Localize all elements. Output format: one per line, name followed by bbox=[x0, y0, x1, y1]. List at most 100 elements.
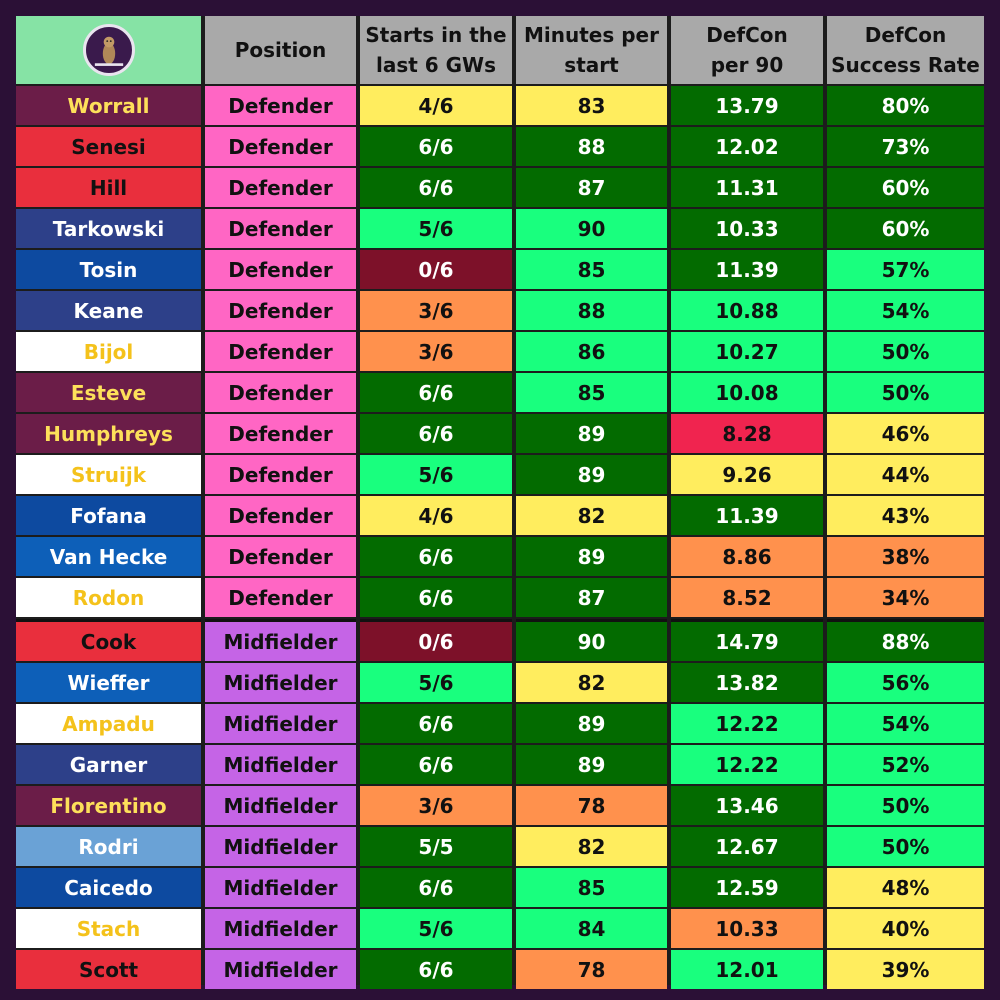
defcon-per-90-cell: 11.31 bbox=[671, 168, 823, 207]
success-rate-cell: 54% bbox=[827, 291, 984, 330]
success-rate-cell: 34% bbox=[827, 578, 984, 617]
success-rate-cell: 50% bbox=[827, 827, 984, 866]
position-cell: Defender bbox=[205, 86, 356, 125]
player-cell: Florentino bbox=[16, 786, 201, 825]
success-rate-cell: 40% bbox=[827, 909, 984, 948]
player-cell: Caicedo bbox=[16, 868, 201, 907]
success-rate-cell: 60% bbox=[827, 168, 984, 207]
success-rate-cell: 50% bbox=[827, 786, 984, 825]
starts-cell: 0/6 bbox=[360, 250, 512, 289]
success-rate-cell: 60% bbox=[827, 209, 984, 248]
success-rate-cell: 80% bbox=[827, 86, 984, 125]
minutes-cell: 82 bbox=[516, 827, 667, 866]
position-cell: Defender bbox=[205, 250, 356, 289]
starts-cell: 6/6 bbox=[360, 745, 512, 784]
starts-cell: 6/6 bbox=[360, 373, 512, 412]
starts-cell: 5/6 bbox=[360, 909, 512, 948]
defcon-per-90-cell: 9.26 bbox=[671, 455, 823, 494]
position-cell: Defender bbox=[205, 291, 356, 330]
position-cell: Defender bbox=[205, 537, 356, 576]
defcon-per-90-cell: 12.22 bbox=[671, 745, 823, 784]
starts-cell: 6/6 bbox=[360, 578, 512, 617]
header-starts: Starts in the last 6 GWs bbox=[360, 16, 512, 84]
starts-cell: 3/6 bbox=[360, 332, 512, 371]
player-cell: Stach bbox=[16, 909, 201, 948]
position-cell: Midfielder bbox=[205, 745, 356, 784]
success-rate-cell: 56% bbox=[827, 663, 984, 702]
defcon-per-90-cell: 12.01 bbox=[671, 950, 823, 989]
position-cell: Midfielder bbox=[205, 868, 356, 907]
player-cell: Cook bbox=[16, 619, 201, 661]
player-cell: Tarkowski bbox=[16, 209, 201, 248]
position-cell: Midfielder bbox=[205, 704, 356, 743]
header-minutes: Minutes per start bbox=[516, 16, 667, 84]
position-cell: Midfielder bbox=[205, 663, 356, 702]
success-rate-cell: 52% bbox=[827, 745, 984, 784]
defcon-per-90-cell: 10.08 bbox=[671, 373, 823, 412]
position-cell: Midfielder bbox=[205, 909, 356, 948]
position-cell: Defender bbox=[205, 127, 356, 166]
minutes-cell: 90 bbox=[516, 209, 667, 248]
position-cell: Defender bbox=[205, 414, 356, 453]
logo-cell bbox=[16, 16, 201, 84]
header-defcon-per-90: DefCon per 90 bbox=[671, 16, 823, 84]
meerkat-icon bbox=[94, 36, 123, 66]
defcon-per-90-cell: 10.33 bbox=[671, 909, 823, 948]
header-success-rate: DefCon Success Rate bbox=[827, 16, 984, 84]
minutes-cell: 87 bbox=[516, 578, 667, 617]
minutes-cell: 82 bbox=[516, 663, 667, 702]
defcon-per-90-cell: 10.27 bbox=[671, 332, 823, 371]
minutes-cell: 90 bbox=[516, 619, 667, 661]
player-cell: Esteve bbox=[16, 373, 201, 412]
starts-cell: 5/6 bbox=[360, 663, 512, 702]
position-cell: Defender bbox=[205, 578, 356, 617]
success-rate-cell: 44% bbox=[827, 455, 984, 494]
defcon-per-90-cell: 13.82 bbox=[671, 663, 823, 702]
player-cell: Wieffer bbox=[16, 663, 201, 702]
starts-cell: 4/6 bbox=[360, 86, 512, 125]
starts-cell: 4/6 bbox=[360, 496, 512, 535]
defcon-per-90-cell: 10.33 bbox=[671, 209, 823, 248]
player-cell: Fofana bbox=[16, 496, 201, 535]
player-cell: Keane bbox=[16, 291, 201, 330]
position-cell: Midfielder bbox=[205, 786, 356, 825]
fpl-meerkat-logo bbox=[82, 24, 135, 76]
position-cell: Defender bbox=[205, 373, 356, 412]
player-cell: Scott bbox=[16, 950, 201, 989]
player-cell: Worrall bbox=[16, 86, 201, 125]
defcon-table: Position Starts in the last 6 GWs Minutes… bbox=[16, 16, 984, 989]
table-frame: Position Starts in the last 6 GWs Minutes… bbox=[16, 16, 984, 989]
success-rate-cell: 46% bbox=[827, 414, 984, 453]
minutes-cell: 83 bbox=[516, 86, 667, 125]
minutes-cell: 88 bbox=[516, 127, 667, 166]
minutes-cell: 89 bbox=[516, 537, 667, 576]
minutes-cell: 78 bbox=[516, 950, 667, 989]
minutes-cell: 85 bbox=[516, 373, 667, 412]
position-cell: Defender bbox=[205, 209, 356, 248]
defcon-per-90-cell: 13.79 bbox=[671, 86, 823, 125]
starts-cell: 3/6 bbox=[360, 291, 512, 330]
defcon-per-90-cell: 14.79 bbox=[671, 619, 823, 661]
starts-cell: 0/6 bbox=[360, 619, 512, 661]
starts-cell: 6/6 bbox=[360, 868, 512, 907]
defcon-per-90-cell: 12.59 bbox=[671, 868, 823, 907]
success-rate-cell: 48% bbox=[827, 868, 984, 907]
starts-cell: 6/6 bbox=[360, 168, 512, 207]
minutes-cell: 82 bbox=[516, 496, 667, 535]
defcon-per-90-cell: 8.28 bbox=[671, 414, 823, 453]
starts-cell: 5/5 bbox=[360, 827, 512, 866]
minutes-cell: 85 bbox=[516, 250, 667, 289]
minutes-cell: 89 bbox=[516, 704, 667, 743]
minutes-cell: 89 bbox=[516, 745, 667, 784]
success-rate-cell: 88% bbox=[827, 619, 984, 661]
starts-cell: 6/6 bbox=[360, 950, 512, 989]
defcon-per-90-cell: 8.52 bbox=[671, 578, 823, 617]
player-cell: Rodon bbox=[16, 578, 201, 617]
starts-cell: 6/6 bbox=[360, 127, 512, 166]
success-rate-cell: 50% bbox=[827, 332, 984, 371]
success-rate-cell: 73% bbox=[827, 127, 984, 166]
player-cell: Senesi bbox=[16, 127, 201, 166]
minutes-cell: 86 bbox=[516, 332, 667, 371]
starts-cell: 6/6 bbox=[360, 537, 512, 576]
player-cell: Ampadu bbox=[16, 704, 201, 743]
